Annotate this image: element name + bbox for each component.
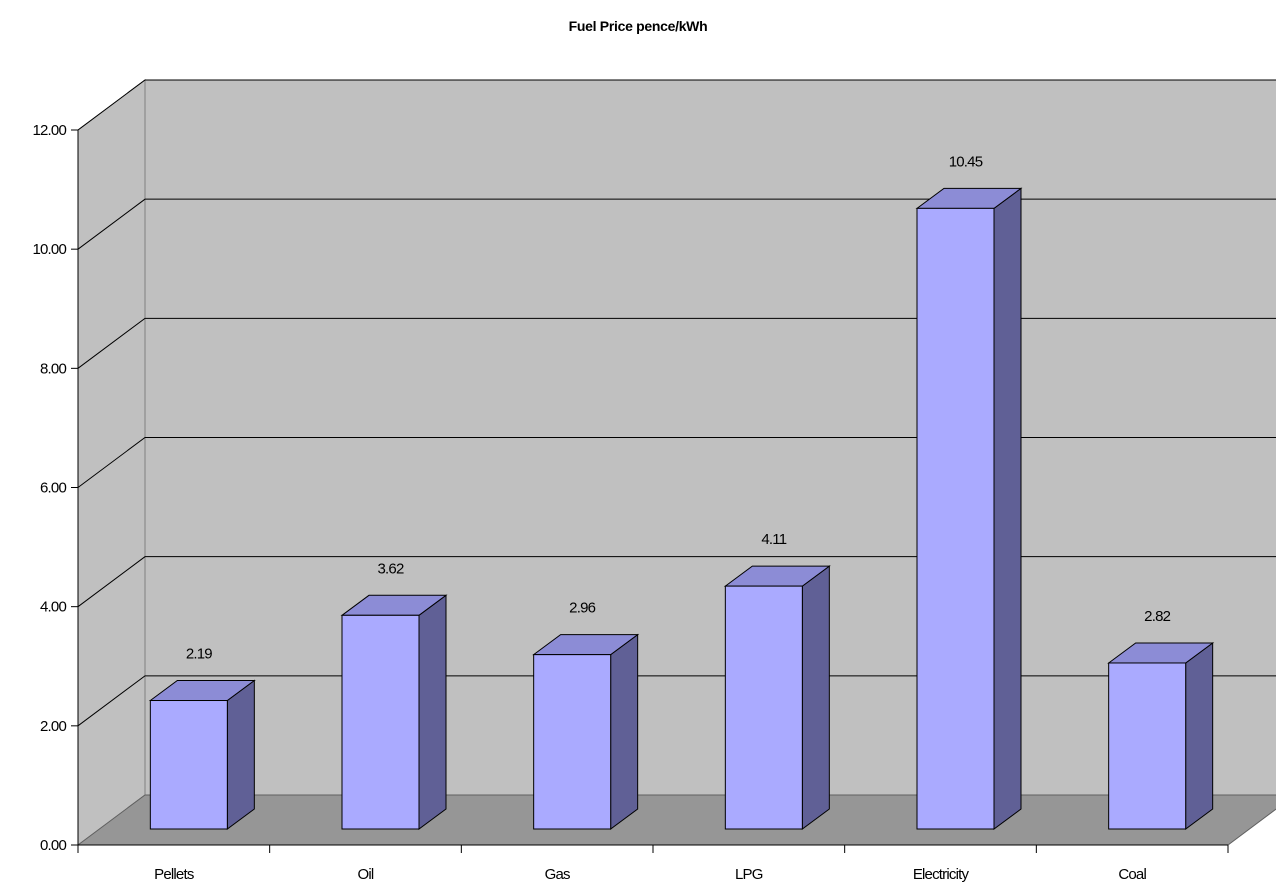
- data-label: 2.82: [1144, 608, 1170, 625]
- x-tick-label: Coal: [1118, 866, 1146, 883]
- bar-side: [610, 633, 639, 830]
- x-tick-label: Gas: [545, 866, 570, 883]
- floor: [76, 794, 1276, 846]
- y-tick-label: 0.00: [40, 837, 66, 854]
- bar: [533, 654, 612, 830]
- bar: [916, 207, 995, 830]
- y-tick-label: 6.00: [40, 480, 66, 497]
- gridline: [77, 556, 1276, 608]
- x-tick-label: Electricity: [913, 866, 970, 883]
- bar: [724, 585, 803, 830]
- y-tick-label: 8.00: [40, 360, 66, 377]
- y-tick-label: 12.00: [32, 122, 66, 139]
- gridline: [77, 317, 1276, 369]
- bar: [149, 700, 228, 830]
- bar-side: [801, 565, 830, 830]
- y-tick-label: 10.00: [32, 241, 66, 258]
- x-tick-label: Pellets: [154, 866, 194, 883]
- gridline: [77, 675, 1276, 727]
- data-label: 2.19: [186, 646, 212, 663]
- gridline: [77, 79, 1276, 131]
- bar-side: [1185, 641, 1214, 830]
- data-label: 10.45: [949, 153, 983, 170]
- gridline: [77, 198, 1276, 250]
- y-tick-label: 4.00: [40, 599, 66, 616]
- bar-side: [226, 679, 255, 830]
- x-tick-label: Oil: [358, 866, 374, 883]
- data-label: 4.11: [761, 531, 786, 548]
- y-tick-label: 2.00: [40, 718, 66, 735]
- bar-side: [418, 594, 447, 830]
- bar-side: [993, 187, 1022, 830]
- chart-title: Fuel Price pence/kWh: [568, 18, 708, 34]
- data-label: 3.62: [378, 560, 404, 577]
- gridline: [77, 437, 1276, 488]
- data-label: 2.96: [569, 600, 595, 617]
- bar: [1108, 662, 1187, 830]
- bar: [341, 614, 420, 830]
- x-tick-label: LPG: [735, 866, 763, 883]
